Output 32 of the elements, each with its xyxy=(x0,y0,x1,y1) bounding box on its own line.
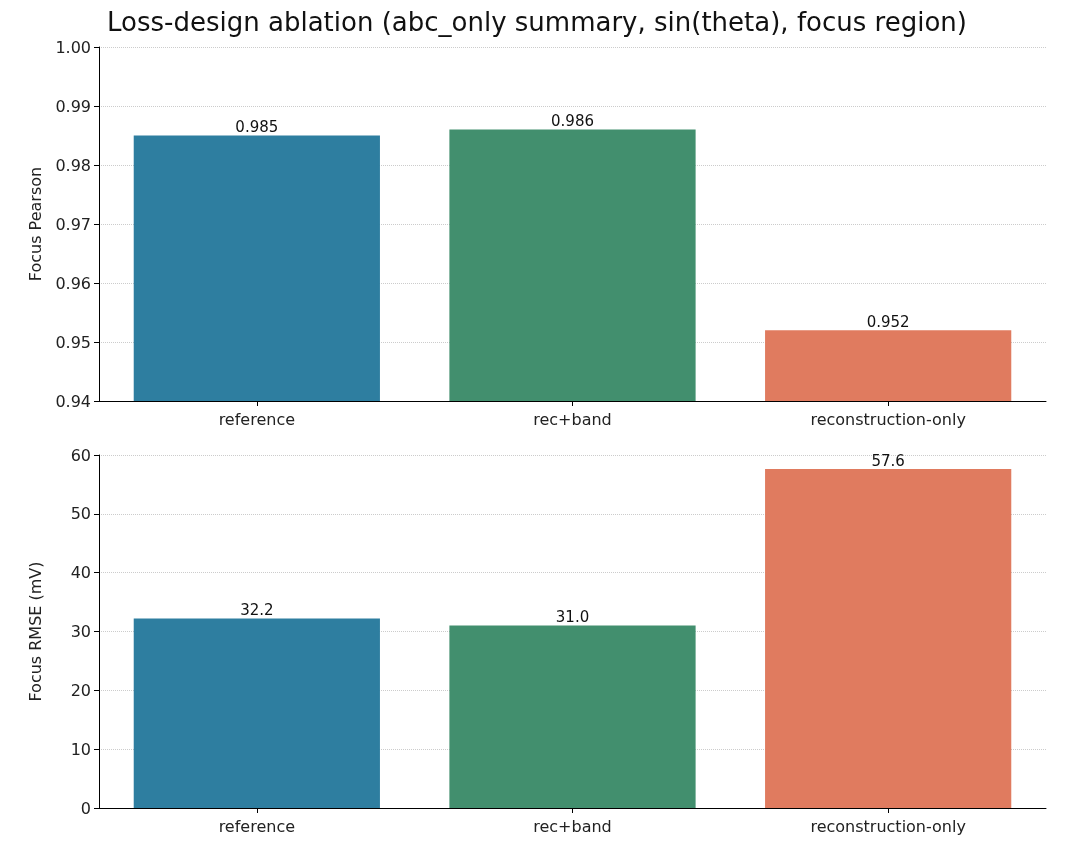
data-label: 0.986 xyxy=(551,112,594,131)
y-tick-label: 0.97 xyxy=(55,214,91,234)
chart-title: Loss-design ablation (abc_only summary, sin(theta), focus region) xyxy=(107,7,967,37)
y-axis-title: Focus Pearson xyxy=(25,166,45,282)
y-axis-title: Focus RMSE (mV) xyxy=(25,561,45,702)
bar xyxy=(765,469,1012,808)
y-tick-label: 50 xyxy=(70,504,91,524)
y-tick-label: 0.99 xyxy=(55,96,91,116)
y-tick-label: 0 xyxy=(80,798,91,818)
x-tick-label: reconstruction-only xyxy=(810,409,966,429)
x-tick-label: rec+band xyxy=(533,816,612,836)
y-tick-label: 30 xyxy=(70,622,91,641)
y-tick-label: 0.95 xyxy=(55,332,91,352)
data-label: 32.2 xyxy=(240,601,274,620)
y-tick-label: 0.98 xyxy=(55,155,91,175)
x-tick-label: reference xyxy=(218,409,296,429)
y-tick-label: 1.00 xyxy=(55,37,91,57)
x-tick-label: reference xyxy=(218,816,296,836)
y-tick-label: 40 xyxy=(70,563,91,583)
y-tick-label: 0.94 xyxy=(55,391,91,411)
bar xyxy=(449,625,696,808)
y-tick-label: 20 xyxy=(70,680,91,700)
data-label: 31.0 xyxy=(555,608,590,627)
bar xyxy=(133,618,380,808)
data-label: 0.952 xyxy=(866,312,910,331)
data-label: 57.6 xyxy=(871,451,905,470)
data-label: 0.985 xyxy=(235,118,279,136)
x-tick-label: rec+band xyxy=(533,409,612,429)
y-tick-label: 10 xyxy=(70,739,91,759)
y-tick-label: 0.96 xyxy=(55,273,91,293)
x-tick-label: reconstruction-only xyxy=(810,816,966,836)
y-tick-label: 60 xyxy=(70,445,91,465)
